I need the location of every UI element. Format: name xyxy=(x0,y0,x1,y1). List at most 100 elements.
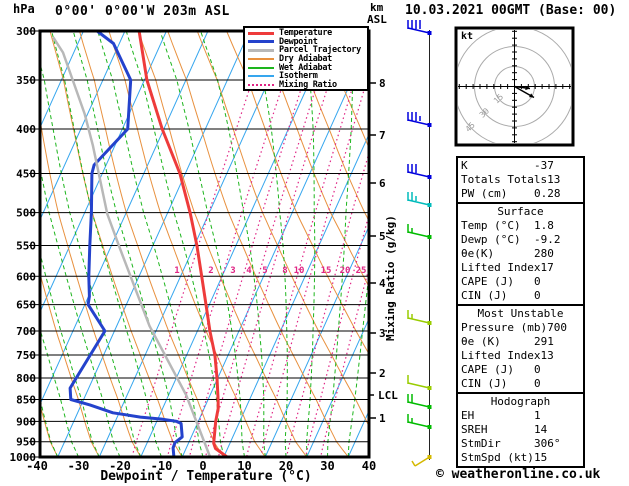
stat-value: 13 xyxy=(540,349,554,362)
pressure-tick-label: 1000 xyxy=(10,451,37,464)
temperature-axis-label: Dewpoint / Temperature (°C) xyxy=(100,469,312,484)
stat-value: 306° xyxy=(534,437,561,450)
legend-line-sample xyxy=(248,75,274,78)
legend-line-sample xyxy=(248,31,274,35)
stat-value: 291 xyxy=(534,335,554,348)
stat-value: 1.8 xyxy=(534,219,554,232)
legend-item-label: Temperature xyxy=(279,28,332,39)
temp-tick-label: 0 xyxy=(199,459,206,473)
parcel-trajectory-curve xyxy=(52,36,212,457)
km-tick-label: 3 xyxy=(379,327,386,340)
legend-line-sample xyxy=(248,83,274,86)
pressure-tick-label: 650 xyxy=(16,299,36,312)
temp-tick-labels: -40 -30 -20 -10 0 10 20 30 40 xyxy=(26,459,376,473)
panel-header: Surface xyxy=(497,205,544,218)
stat-label: Totals Totals xyxy=(461,173,548,186)
hodograph-unit-label: kt xyxy=(461,31,474,42)
stat-value: 0 xyxy=(534,363,541,376)
panel-most-unstable: Most Unstable Pressure (mb) 700 θe (K) 291 Li… xyxy=(456,304,585,394)
panel-row: Temp (°C) 1.8 xyxy=(461,219,580,233)
pressure-tick-label: 850 xyxy=(16,394,36,407)
legend-item-label: Dry Adiabat xyxy=(279,54,332,65)
legend-item-label: Dewpoint xyxy=(279,36,318,47)
panel-row: Pressure (mb) 700 xyxy=(461,321,580,335)
panel-row: K -37 xyxy=(461,159,580,173)
chart-legend: Temperature Dewpoint Parcel Trajectory Dry … xyxy=(243,26,369,91)
copyright-credit: © weatheronline.co.uk xyxy=(436,467,601,482)
wind-barbs xyxy=(407,20,432,467)
legend-line-sample xyxy=(248,48,274,52)
panel-row: Lifted Index 13 xyxy=(461,349,580,363)
km-tick-label: 8 xyxy=(379,77,386,90)
stat-label: CIN (J) xyxy=(461,289,508,302)
wind-barb xyxy=(407,414,432,429)
panel-indices: K -37 Totals Totals 13 PW (cm) 0.28 xyxy=(456,156,585,204)
legend-item-mixing-ratio: Mixing Ratio xyxy=(248,81,367,90)
temp-tick-label: -30 xyxy=(68,459,90,473)
stat-label: Lifted Index xyxy=(461,349,541,362)
mixing-ratio-value-labels: 1 2 3 4 5 8 10 15 20 25 xyxy=(174,266,366,276)
legend-item-label: Parcel Trajectory xyxy=(279,45,361,56)
mixing-ratio-value-label: 4 xyxy=(246,266,252,276)
station-title: 0°00' 0°00'W 203m ASL xyxy=(55,4,230,19)
mixing-ratio-value-label: 5 xyxy=(262,266,267,276)
wind-barb xyxy=(407,394,432,409)
stat-value: 1 xyxy=(534,409,541,422)
wind-barb xyxy=(407,112,432,127)
pressure-tick-label: 450 xyxy=(16,168,36,181)
mixing-ratio-value-label: 15 xyxy=(321,266,332,276)
pressure-tick-label: 900 xyxy=(16,415,36,428)
panel-row: Totals Totals 13 xyxy=(461,173,580,187)
stat-value: 15 xyxy=(534,451,548,464)
pressure-tick-label: 800 xyxy=(16,372,36,385)
panel-row: EH 1 xyxy=(461,409,580,423)
km-tick-label: 6 xyxy=(379,177,386,190)
mixing-ratio-axis-label: Mixing Ratio (g/kg) xyxy=(384,215,397,341)
temp-tick-label: 10 xyxy=(237,459,251,473)
stat-value: 0 xyxy=(534,275,541,288)
km-tick-label: 5 xyxy=(379,230,386,243)
legend-item-temperature: Temperature xyxy=(248,29,367,38)
wind-barb xyxy=(407,164,432,179)
lcl-marker-label: LCL xyxy=(378,389,398,402)
stat-label: θe(K) xyxy=(461,247,495,260)
wind-barb xyxy=(407,224,432,239)
stat-value: 280 xyxy=(534,247,554,260)
stat-label: EH xyxy=(461,409,475,422)
stat-label: StmDir xyxy=(461,437,501,450)
wind-barb xyxy=(407,310,432,325)
sounding-curves xyxy=(52,31,228,457)
stat-value: 0.28 xyxy=(534,187,561,200)
stat-label: CAPE (J) xyxy=(461,363,514,376)
stats-panels: K -37 Totals Totals 13 PW (cm) 0.28 Surface Tem… xyxy=(456,156,585,468)
km-tick-label: 7 xyxy=(379,129,386,142)
panel-row: SREH 14 xyxy=(461,423,580,437)
stat-label: Temp (°C) xyxy=(461,219,521,232)
panel-row: StmSpd (kt) 15 xyxy=(461,451,580,465)
stat-value: 14 xyxy=(534,423,548,436)
legend-item-parcel-trajectory: Parcel Trajectory xyxy=(248,46,367,55)
stat-value: 700 xyxy=(547,321,567,334)
panel-header: Hodograph xyxy=(490,395,551,408)
km-tick-label: 2 xyxy=(379,367,386,380)
km-tick-label: 4 xyxy=(379,277,386,290)
stat-value: -37 xyxy=(534,159,554,172)
stat-label: Lifted Index xyxy=(461,261,541,274)
stat-value: 13 xyxy=(547,173,561,186)
legend-item-wet-adiabat: Wet Adiabat xyxy=(248,63,367,72)
legend-item-dry-adiabat: Dry Adiabat xyxy=(248,55,367,64)
temp-tick-label: 40 xyxy=(362,459,376,473)
temp-tick-label: -10 xyxy=(151,459,173,473)
stat-label: CAPE (J) xyxy=(461,275,514,288)
temp-tick-label: 30 xyxy=(320,459,334,473)
pressure-tick-label: 750 xyxy=(16,349,36,362)
km-axis-label: km xyxy=(370,1,384,14)
legend-line-sample xyxy=(248,40,274,44)
legend-line-sample xyxy=(248,58,274,61)
temp-tick-label: 20 xyxy=(279,459,293,473)
pressure-tick-label: 600 xyxy=(16,270,36,283)
asl-axis-label: ASL xyxy=(367,13,387,26)
dewpoint-curve xyxy=(68,31,184,457)
